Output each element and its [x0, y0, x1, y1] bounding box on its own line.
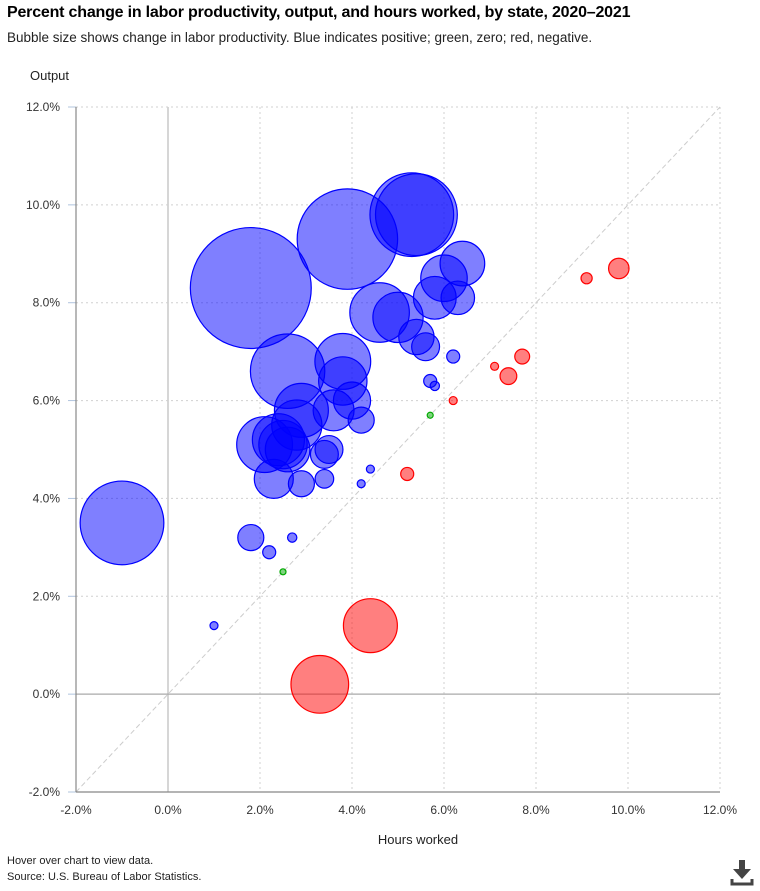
bubble-point[interactable] — [446, 349, 461, 364]
y-tick-label: 12.0% — [26, 100, 60, 114]
bubble-point[interactable] — [490, 361, 500, 371]
bubble-point[interactable] — [262, 545, 277, 560]
x-tick-label: 4.0% — [338, 803, 366, 817]
bubble-point[interactable] — [429, 380, 441, 392]
bubble-point[interactable] — [314, 468, 335, 489]
x-tick-label: 12.0% — [703, 803, 737, 817]
chart-subtitle: Bubble size shows change in labor produc… — [7, 30, 593, 45]
x-tick-label: 0.0% — [154, 803, 182, 817]
axes — [68, 106, 720, 793]
bubble-point[interactable] — [79, 480, 165, 566]
x-tick-label: 8.0% — [522, 803, 550, 817]
y-tick-label: 0.0% — [33, 687, 61, 701]
y-tick-label: 6.0% — [33, 394, 61, 408]
bubble-point[interactable] — [253, 458, 294, 499]
bubble-point[interactable] — [347, 406, 375, 434]
axis-labels: -2.0% 0.0% 2.0% 4.0% 6.0% 8.0% 10.0% 12.0% -2.0%… — [26, 68, 737, 847]
y-tick-label: 8.0% — [33, 296, 61, 310]
y-axis-title: Output — [30, 68, 69, 83]
bubble-point[interactable] — [356, 479, 366, 489]
bubble-point[interactable] — [411, 332, 441, 362]
bubble-point[interactable] — [374, 173, 458, 257]
y-tick-label: 10.0% — [26, 198, 60, 212]
bubble-point[interactable] — [290, 654, 350, 714]
y-tick-label: -2.0% — [29, 785, 61, 799]
bubble-point[interactable] — [286, 532, 298, 543]
hover-hint: Hover over chart to view data. — [7, 855, 154, 867]
bubble-point[interactable] — [209, 621, 219, 631]
bubble-point[interactable] — [279, 568, 287, 576]
bubble-point[interactable] — [287, 470, 316, 498]
bubble-point[interactable] — [314, 434, 344, 465]
bubble-point[interactable] — [514, 348, 531, 365]
bubble-point[interactable] — [448, 395, 458, 406]
x-tick-label: 2.0% — [246, 803, 274, 817]
bubble-point[interactable] — [440, 280, 476, 316]
bubble-point[interactable] — [580, 272, 593, 285]
bubble-point[interactable] — [189, 226, 312, 350]
reference-diagonal — [75, 106, 721, 793]
x-tick-label: -2.0% — [60, 803, 92, 817]
y-tick-label: 2.0% — [33, 589, 61, 603]
bubble-point[interactable] — [365, 464, 375, 474]
bubble-point[interactable] — [439, 240, 486, 287]
x-tick-label: 6.0% — [430, 803, 458, 817]
bubble-point[interactable] — [342, 598, 398, 654]
bubble-point[interactable] — [499, 367, 518, 386]
bubble-point[interactable] — [607, 257, 630, 280]
bubble-point[interactable] — [400, 466, 415, 482]
download-icon[interactable] — [730, 860, 754, 886]
bubble-point[interactable] — [237, 523, 265, 552]
y-tick-label: 4.0% — [33, 491, 61, 505]
source-note: Source: U.S. Bureau of Labor Statistics. — [7, 871, 202, 883]
bubble-point[interactable] — [426, 411, 434, 419]
bubbles — [79, 172, 630, 714]
x-tick-label: 10.0% — [611, 803, 645, 817]
chart-title: Percent change in labor productivity, ou… — [7, 4, 631, 21]
x-axis-title: Hours worked — [378, 832, 458, 847]
